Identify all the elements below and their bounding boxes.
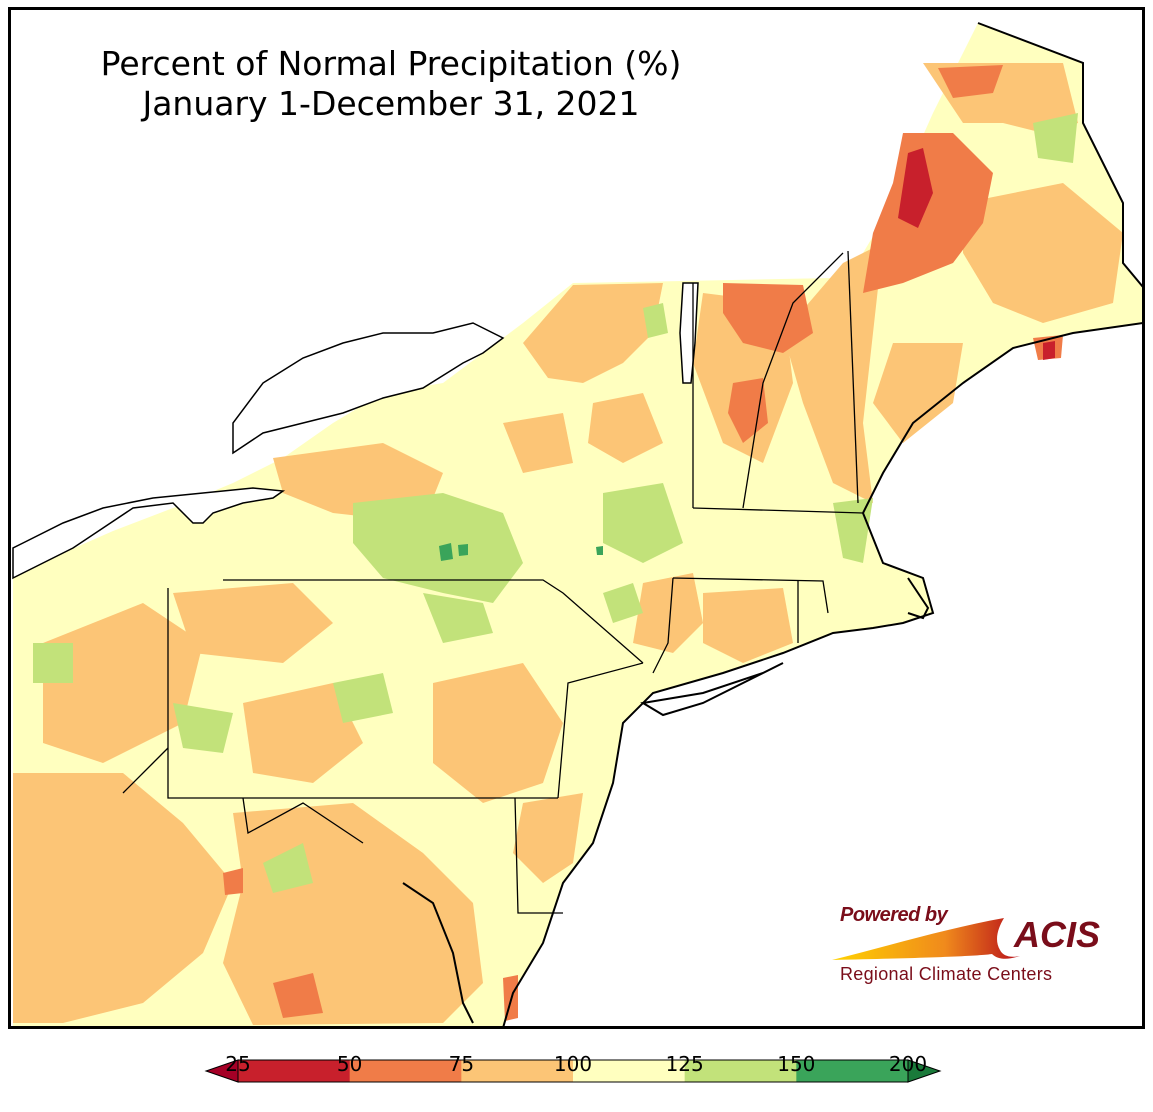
logo-powered-by: Powered by: [840, 904, 948, 926]
colorbar: [204, 1059, 942, 1083]
colorbar-tick-label: 75: [448, 1052, 475, 1076]
colorbar-bin: [796, 1060, 909, 1082]
colorbar-bin: [461, 1060, 574, 1082]
colorbar-bins: [238, 1060, 909, 1082]
map-frame: Percent of Normal Precipitation (%) Janu…: [8, 7, 1145, 1029]
colorbar-tick-label: 25: [225, 1052, 251, 1076]
state-boundaries: [122, 250, 864, 914]
region-125-150: [33, 113, 1078, 893]
colorbar-bin: [349, 1060, 462, 1082]
logo-swoosh-icon: [832, 918, 1020, 960]
colorbar-bin: [238, 1060, 351, 1082]
colorbar-tick-label: 125: [665, 1052, 704, 1076]
colorbar-bin: [573, 1060, 686, 1082]
region-25-50: [898, 148, 1055, 360]
region-150-200: [439, 543, 603, 561]
colorbar-tick-label: 200: [888, 1052, 928, 1076]
region-75-100: [13, 63, 1123, 1025]
coastline: [402, 22, 1142, 1026]
precipitation-map: [12, 22, 1142, 1026]
region-50-75: [223, 65, 1063, 1021]
logo-regional-climate-centers: Regional Climate Centers: [840, 964, 1053, 984]
logo-acis: ACIS: [1014, 914, 1101, 955]
water-bodies: [12, 282, 699, 580]
colorbar-outline: [237, 1059, 909, 1083]
colorbar-tick-label: 100: [553, 1052, 593, 1076]
acis-logo: Powered by ACIS Regional Climate Centers: [828, 898, 1118, 998]
colorbar-tick-label: 150: [777, 1052, 816, 1076]
colorbar-tick-label: 50: [336, 1052, 363, 1076]
colorbar-bin: [684, 1060, 797, 1082]
